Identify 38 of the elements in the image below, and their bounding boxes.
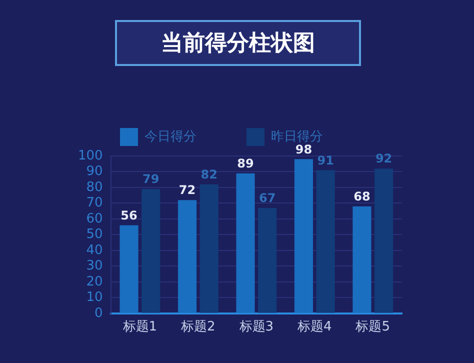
x-tick-label: 标题1 <box>122 320 158 335</box>
bar <box>236 173 255 313</box>
bar <box>200 184 218 313</box>
y-tick-label: 40 <box>86 242 103 258</box>
data-label: 92 <box>375 152 392 166</box>
y-tick-label: 100 <box>78 148 103 164</box>
x-tick-label: 标题2 <box>180 320 216 335</box>
data-label: 67 <box>258 191 276 206</box>
y-tick-label: 0 <box>94 306 103 321</box>
data-label: 82 <box>200 167 218 182</box>
legend-label: 今日得分 <box>144 129 196 144</box>
data-label: 72 <box>178 183 196 198</box>
bar <box>374 168 394 313</box>
bar <box>316 170 335 313</box>
y-tick-label: 30 <box>86 258 103 274</box>
bar <box>294 159 314 313</box>
data-label: 68 <box>354 189 370 204</box>
data-label: 91 <box>317 153 334 168</box>
bar <box>120 225 138 313</box>
legend-label: 昨日得分 <box>271 129 323 144</box>
y-tick-label: 80 <box>86 180 103 195</box>
data-label: 89 <box>237 156 254 170</box>
x-tick-label: 标题5 <box>354 320 390 335</box>
data-label: 56 <box>120 208 138 222</box>
y-tick-label: 20 <box>86 274 103 290</box>
x-tick-label: 标题3 <box>238 320 274 335</box>
y-tick-label: 90 <box>86 164 103 180</box>
bar <box>352 206 372 313</box>
bar <box>258 208 277 313</box>
data-label: 79 <box>142 172 160 186</box>
data-label: 98 <box>295 142 312 156</box>
bar <box>142 189 160 313</box>
y-tick-label: 10 <box>86 290 103 306</box>
y-tick-label: 60 <box>86 211 103 226</box>
bar <box>178 200 197 313</box>
y-tick-label: 70 <box>86 196 103 211</box>
x-tick-label: 标题4 <box>296 320 332 335</box>
y-tick-label: 50 <box>86 227 103 242</box>
